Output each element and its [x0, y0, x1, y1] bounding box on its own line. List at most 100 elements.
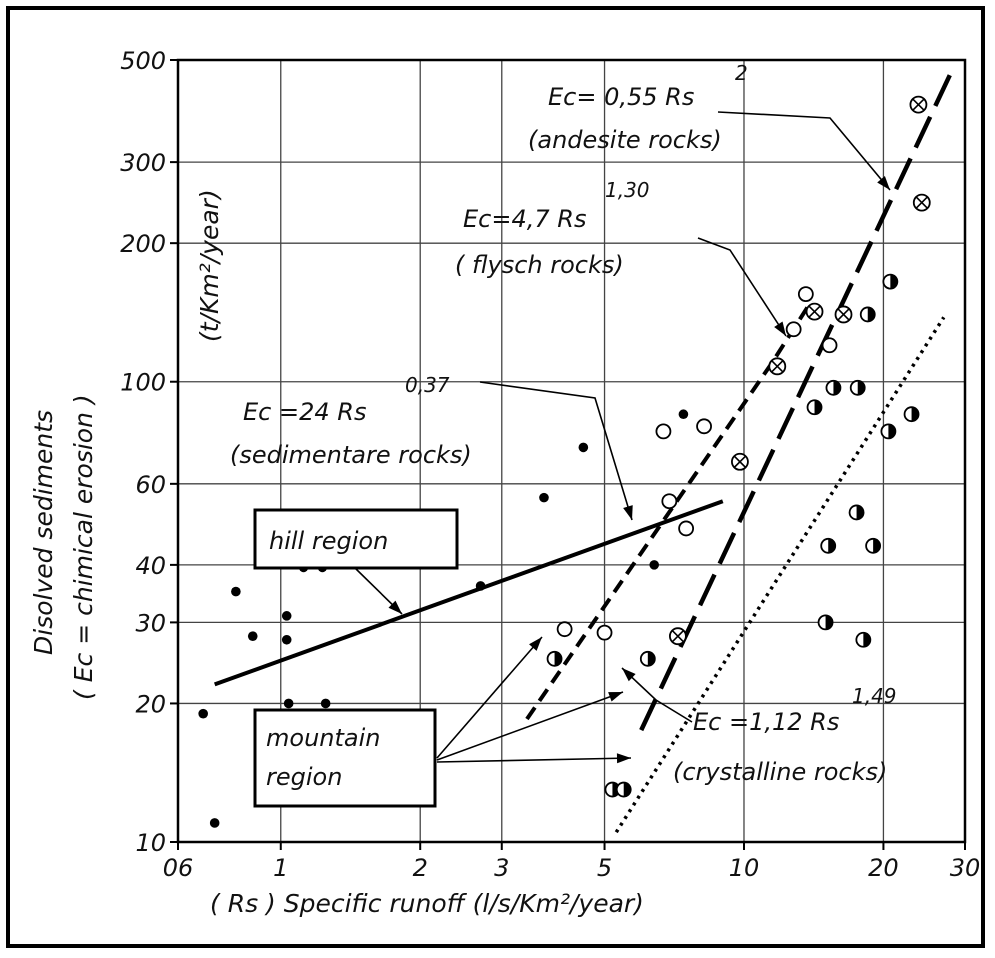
mountain-leader-1-arrowhead	[529, 637, 542, 651]
y-tick-label: 10	[135, 829, 166, 857]
filled-circle-point	[475, 581, 486, 591]
crystalline-exponent: 1,49	[852, 684, 897, 708]
crystalline-note: (crystalline rocks)	[673, 758, 887, 786]
leader-lines	[354, 111, 891, 764]
half-filled-circle-point	[825, 379, 842, 396]
half-filled-circle-point	[546, 650, 563, 667]
plot-border	[176, 58, 967, 844]
y-tick-label: 40	[135, 552, 166, 580]
crossed-circle-point	[912, 193, 931, 212]
y-tick-label: 100	[120, 369, 166, 397]
grid	[178, 60, 965, 842]
andesite-leader	[717, 111, 891, 191]
half-filled-circle-point	[820, 537, 837, 554]
open-circle-point	[556, 621, 573, 638]
crossed-circle-point	[669, 627, 687, 646]
filled-circle-point	[539, 492, 549, 503]
open-circle-point	[661, 493, 678, 510]
mountain-region-box	[253, 708, 437, 808]
open-circle-point	[678, 520, 695, 537]
filled-circle-point	[649, 560, 660, 570]
y-tick-label: 500	[120, 47, 166, 75]
andesite-leader-arrowhead	[877, 176, 890, 190]
half-filled-circle-point	[639, 650, 656, 667]
filled-circle-point	[283, 698, 294, 709]
y-tick-label: 20	[135, 690, 166, 718]
fit-line-long-dash	[639, 71, 954, 732]
open-circle-point	[785, 321, 802, 338]
half-filled-circle-point	[849, 379, 866, 396]
filled-circle-point	[320, 698, 331, 709]
y-tick-label: 30	[135, 609, 166, 637]
crossed-circle-point	[768, 357, 787, 376]
x-tick-label: 3	[494, 854, 509, 882]
andesite-equation: Ec= 0,55 Rs	[548, 83, 694, 111]
open-circle-point	[821, 337, 838, 354]
hill-region-label: hill region	[269, 527, 388, 555]
half-filled-circle-point	[903, 406, 920, 423]
mountain-leader-2	[436, 691, 624, 761]
filled-circle-point	[198, 708, 208, 719]
x-tick-label: 30	[950, 854, 981, 882]
y-tick-label: 200	[120, 230, 166, 258]
hill-region-box	[253, 508, 459, 570]
filled-circle-point	[578, 442, 589, 453]
open-circle-point	[797, 286, 814, 303]
half-filled-circle-point	[817, 614, 834, 631]
half-filled-circle-point	[882, 273, 899, 290]
crossed-circle-point	[909, 95, 928, 114]
filled-circle-point	[209, 818, 220, 828]
mountain-region-label-2: region	[266, 763, 342, 791]
sedimentare-note: (sedimentare rocks)	[230, 441, 472, 469]
mountain-leader-3-arrowhead	[616, 753, 631, 764]
flysch-note: ( flysch rocks)	[455, 251, 624, 279]
half-filled-circle-point	[880, 423, 897, 440]
half-filled-circle-point	[855, 631, 872, 648]
fit-line-dotted	[614, 316, 946, 834]
crossed-circle-point	[731, 452, 749, 471]
sedimentare-exponent: 0,37	[405, 373, 450, 397]
x-tick-label: 1	[273, 854, 288, 882]
y-axis-unit: (t/Km²/year)	[195, 189, 224, 342]
x-tick-label: 06	[163, 854, 194, 882]
andesite-exponent: 2	[735, 61, 748, 85]
flysch-equation: Ec=4,7 Rs	[463, 205, 586, 233]
filled-circle-point	[231, 586, 241, 597]
mountain-leader-3	[436, 757, 632, 763]
y-tick-label: 300	[120, 149, 166, 177]
figure-frame	[6, 6, 985, 948]
crystalline-leader	[621, 667, 693, 723]
y-axis-label-2: ( Ec = chimical erosion )	[69, 394, 98, 700]
flysch-leader-arrowhead	[774, 321, 786, 336]
half-filled-circle-point	[806, 399, 823, 416]
open-circle-point	[696, 418, 712, 435]
mountain-region-label-1: mountain	[266, 724, 380, 752]
hill-region-leader-arrowhead	[388, 600, 402, 614]
flysch-leader	[697, 237, 787, 337]
y-axis-label-1: Disolved sediments	[29, 410, 58, 655]
crossed-circle-point	[805, 302, 824, 321]
sedimentare-equation: Ec =24 Rs	[243, 398, 366, 426]
filled-circle-point	[281, 611, 292, 621]
data-points	[198, 95, 931, 828]
half-filled-circle-point	[848, 504, 865, 521]
crossed-circle-point	[834, 305, 853, 324]
half-filled-circle-point	[865, 537, 882, 554]
fit-lines	[214, 71, 954, 834]
x-tick-label: 20	[868, 854, 899, 882]
half-filled-circle-point	[859, 306, 876, 323]
mountain-leader-1	[436, 636, 543, 759]
open-circle-point	[655, 423, 672, 440]
open-circle-point	[596, 624, 613, 641]
sedimentare-leader	[479, 381, 633, 521]
x-tick-label: 10	[729, 854, 760, 882]
fit-line-short-dash	[525, 299, 814, 721]
x-axis-label: ( Rs ) Specific runoff (l/s/Km²/year)	[210, 889, 644, 918]
ticks: 06 1 2 3 5 10 20 30 10 20 30 40 60 100 200 300 500	[120, 47, 980, 882]
half-filled-circle-point	[615, 781, 632, 798]
filled-circle-point	[247, 631, 258, 641]
y-tick-label: 60	[135, 471, 166, 499]
crystalline-leader-arrowhead	[622, 668, 636, 682]
sedimentare-leader-arrowhead	[623, 505, 633, 520]
